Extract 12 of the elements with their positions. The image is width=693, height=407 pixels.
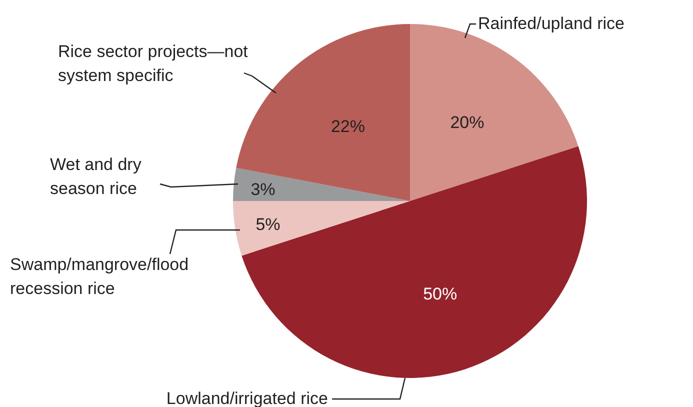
data-label: 5% xyxy=(256,214,280,234)
data-label: 22% xyxy=(330,116,365,136)
data-label: 50% xyxy=(423,284,458,304)
pie-slice xyxy=(233,201,410,256)
slice-label: Rice sector projects—not system specific xyxy=(58,42,248,85)
pie-slice xyxy=(233,168,410,201)
slice-label: Swamp/mangrove/flood recession rice xyxy=(10,255,189,298)
data-label: 3% xyxy=(250,180,276,199)
slice-label: Rainfed/upland rice xyxy=(478,14,624,33)
slice-label: Wet and dry season rice xyxy=(50,155,142,198)
data-label: 20% xyxy=(450,113,484,132)
pie-slice xyxy=(242,146,587,378)
